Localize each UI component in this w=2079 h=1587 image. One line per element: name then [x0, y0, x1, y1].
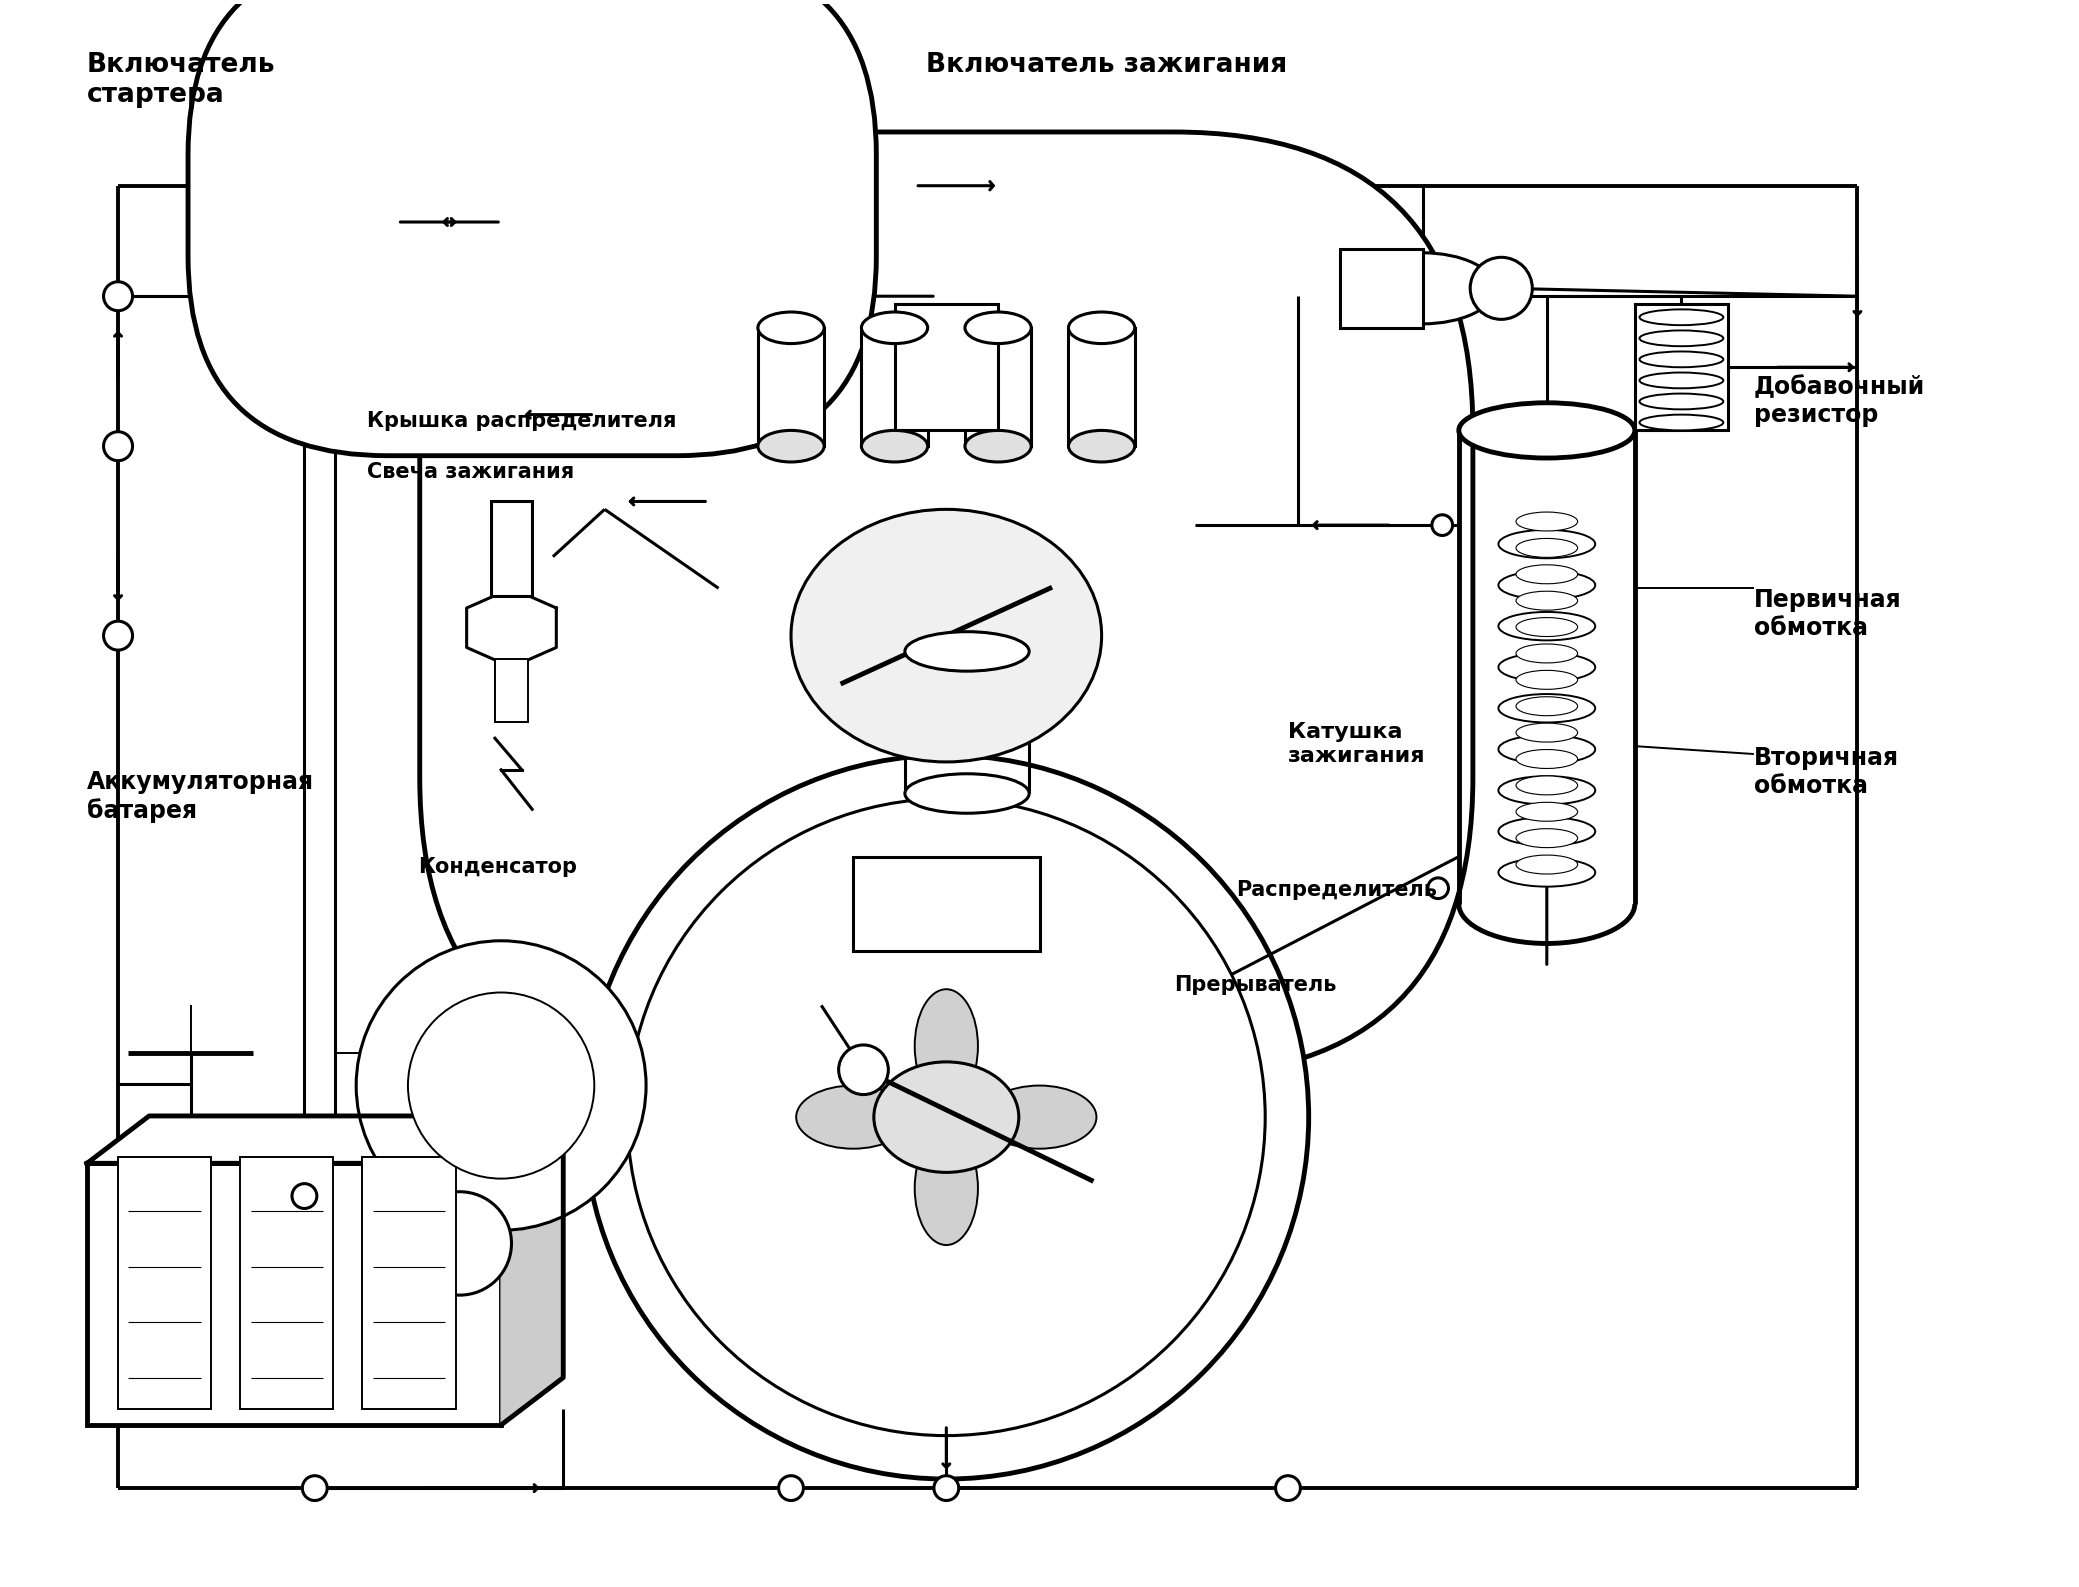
Ellipse shape	[1516, 803, 1578, 820]
Ellipse shape	[1516, 538, 1578, 557]
Ellipse shape	[1516, 592, 1578, 609]
Ellipse shape	[1516, 855, 1578, 874]
Ellipse shape	[904, 774, 1029, 813]
Circle shape	[933, 1476, 958, 1501]
Ellipse shape	[1516, 828, 1578, 847]
Text: Крышка распределителя: Крышка распределителя	[366, 411, 676, 432]
Ellipse shape	[983, 1086, 1096, 1149]
Circle shape	[301, 1476, 326, 1501]
Ellipse shape	[1640, 414, 1723, 430]
Ellipse shape	[965, 313, 1031, 343]
Bar	[87, 1163, 501, 1425]
Ellipse shape	[1499, 817, 1595, 846]
Ellipse shape	[1499, 776, 1595, 805]
Text: Распределитель: Распределитель	[1237, 881, 1437, 900]
Circle shape	[628, 798, 1266, 1436]
Bar	[852, 857, 1040, 951]
Text: Вторичная
обмотка: Вторичная обмотка	[1755, 746, 1898, 798]
Ellipse shape	[1349, 252, 1495, 324]
Ellipse shape	[1069, 430, 1135, 462]
Ellipse shape	[1499, 571, 1595, 600]
Ellipse shape	[796, 1086, 911, 1149]
Ellipse shape	[1516, 565, 1578, 584]
Bar	[861, 329, 927, 446]
Circle shape	[1428, 878, 1449, 898]
Text: Первичная
обмотка: Первичная обмотка	[1755, 589, 1902, 640]
Ellipse shape	[1499, 613, 1595, 641]
Circle shape	[407, 1192, 511, 1295]
Ellipse shape	[1640, 309, 1723, 325]
Circle shape	[104, 282, 133, 311]
Ellipse shape	[861, 313, 927, 343]
Circle shape	[104, 432, 133, 460]
Text: Добавочный
резистор: Добавочный резистор	[1755, 375, 1925, 427]
Circle shape	[780, 1476, 802, 1501]
Text: Катушка
зажигания: Катушка зажигания	[1289, 722, 1426, 765]
Circle shape	[407, 992, 595, 1179]
Ellipse shape	[1516, 644, 1578, 663]
Ellipse shape	[1516, 513, 1578, 532]
Polygon shape	[87, 1116, 563, 1163]
FancyBboxPatch shape	[420, 132, 1472, 1076]
Bar	[1634, 305, 1728, 430]
Circle shape	[1470, 257, 1532, 319]
Bar	[362, 1157, 455, 1409]
Polygon shape	[501, 1116, 563, 1425]
Circle shape	[1432, 514, 1453, 535]
Ellipse shape	[1069, 313, 1135, 343]
Ellipse shape	[1459, 403, 1634, 459]
Bar	[491, 501, 532, 597]
Ellipse shape	[1640, 351, 1723, 367]
Circle shape	[356, 941, 647, 1230]
Circle shape	[838, 1044, 888, 1095]
Ellipse shape	[1640, 373, 1723, 389]
Ellipse shape	[1516, 617, 1578, 636]
Ellipse shape	[1516, 749, 1578, 768]
Ellipse shape	[790, 509, 1102, 762]
Ellipse shape	[1499, 735, 1595, 763]
Ellipse shape	[904, 632, 1029, 671]
Bar	[1069, 329, 1135, 446]
Bar	[965, 329, 1031, 446]
Ellipse shape	[1499, 694, 1595, 722]
Text: Прерыватель: Прерыватель	[1175, 974, 1337, 995]
Ellipse shape	[1516, 776, 1578, 795]
Ellipse shape	[759, 430, 823, 462]
Bar	[119, 1157, 212, 1409]
Ellipse shape	[915, 1132, 977, 1246]
Circle shape	[584, 755, 1308, 1479]
Ellipse shape	[1499, 530, 1595, 559]
Ellipse shape	[1640, 394, 1723, 409]
Ellipse shape	[1516, 697, 1578, 716]
Ellipse shape	[1516, 670, 1578, 689]
Text: Включатель зажигания: Включатель зажигания	[925, 51, 1287, 78]
Circle shape	[291, 1184, 316, 1208]
Ellipse shape	[915, 989, 977, 1103]
Text: Включатель
стартера: Включатель стартера	[87, 51, 277, 108]
Ellipse shape	[759, 313, 823, 343]
Text: Свеча зажигания: Свеча зажигания	[366, 462, 574, 482]
Bar	[759, 329, 823, 446]
Ellipse shape	[873, 1062, 1019, 1173]
Bar	[894, 305, 998, 430]
Ellipse shape	[1499, 652, 1595, 681]
Text: Аккумуляторная
батарея: Аккумуляторная батарея	[87, 770, 314, 822]
Ellipse shape	[965, 430, 1031, 462]
Ellipse shape	[1499, 859, 1595, 887]
Text: Конденсатор: Конденсатор	[418, 857, 578, 876]
Bar	[241, 1157, 333, 1409]
Ellipse shape	[1640, 330, 1723, 346]
Ellipse shape	[861, 430, 927, 462]
Circle shape	[1277, 1476, 1299, 1501]
Bar	[1339, 249, 1422, 329]
FancyBboxPatch shape	[187, 0, 877, 455]
Circle shape	[104, 621, 133, 651]
Ellipse shape	[1516, 724, 1578, 743]
Bar	[495, 659, 528, 722]
